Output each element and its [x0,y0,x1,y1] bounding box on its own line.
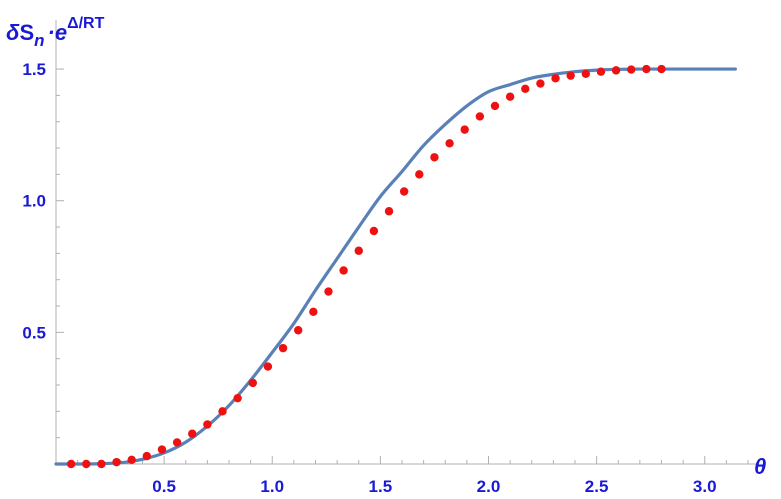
y-axis-title: δSn ·eΔ/RT [6,15,105,50]
data-point [127,455,136,464]
data-point [384,207,394,216]
data-point [294,326,303,335]
data-point [627,65,636,74]
x-axis-title: θ [754,454,766,479]
y-tick-label: 0.5 [22,323,46,342]
axes [55,20,756,465]
y-axis-title-delta: δ [6,20,20,45]
data-point [188,429,197,438]
data-point [369,226,379,236]
data-point [324,287,333,296]
data-point [445,139,454,148]
x-tick-label: 1.5 [369,477,393,496]
data-point [278,343,288,353]
data-point [399,187,409,196]
y-axis-title-dot: · [48,20,55,45]
data-point [309,307,318,317]
data-point [218,407,227,416]
data-point [505,92,515,101]
data-point [415,170,424,179]
y-axis-title-base: S [19,20,34,45]
data-point [490,101,500,111]
data-point [581,69,591,79]
data-point [657,64,666,74]
data-point [203,420,212,429]
data-point [611,66,621,75]
y-tick-label: 1.0 [22,192,46,211]
data-point [66,459,76,469]
data-point [475,112,485,121]
data-point [642,64,651,74]
x-tick-label: 0.5 [152,477,176,496]
data-point [82,459,91,469]
data-point [142,451,152,461]
data-point [112,457,121,467]
x-tick-label: 2.5 [585,477,609,496]
data-point [263,362,273,371]
data-point [172,438,182,447]
x-tick-label: 3.0 [693,477,717,496]
x-tick-label: 1.0 [260,477,284,496]
data-point [460,125,469,134]
plot-area [54,64,737,469]
data-point [97,459,106,469]
data-point [248,378,257,388]
data-point [233,393,242,403]
x-tick-label: 2.0 [477,477,501,496]
data-point [596,67,606,76]
data-point [536,79,545,88]
data-point [551,74,560,83]
data-point [521,84,530,94]
data-point [430,153,439,162]
data-point [566,71,575,80]
y-axis-title-exp-base: e [55,20,67,45]
y-tick-label: 1.5 [22,60,46,79]
y-axis-title-exponent: Δ/RT [67,15,105,32]
data-point [339,266,348,275]
data-point [157,445,167,454]
curve-line [54,67,737,466]
ticks: 0.5 1.0 1.5 2.0 2.5 3.0 0.5 1.0 1.5 [22,60,749,496]
data-point [354,246,363,255]
y-axis-title-subscript: n [34,31,44,50]
